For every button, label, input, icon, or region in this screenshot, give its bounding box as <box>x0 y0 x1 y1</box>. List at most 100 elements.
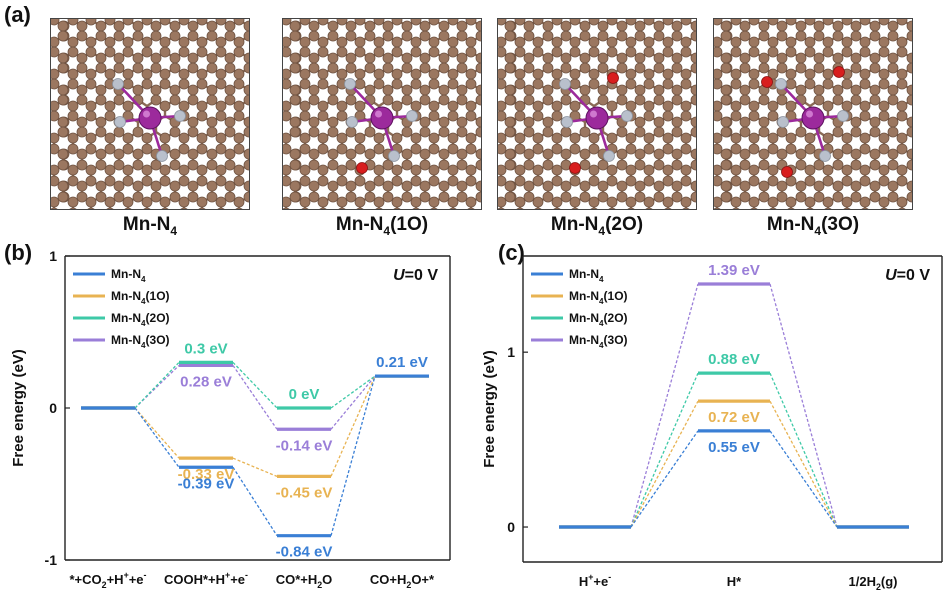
carbon-atom <box>233 19 245 26</box>
carbon-atom <box>169 126 181 138</box>
carbon-atom <box>243 62 249 74</box>
carbon-atom <box>475 94 481 106</box>
carbon-atom <box>542 191 554 203</box>
carbon-atom <box>410 19 422 26</box>
carbon-atom <box>447 78 459 90</box>
carbon-atom <box>720 94 732 106</box>
oxygen-atom <box>356 162 368 174</box>
carbon-atom <box>748 196 760 208</box>
carbon-atom <box>215 110 227 122</box>
carbon-atom <box>680 46 692 58</box>
carbon-atom <box>551 164 563 176</box>
carbon-atom <box>758 180 770 192</box>
carbon-atom <box>438 62 450 74</box>
carbon-atom <box>283 46 292 58</box>
carbon-atom <box>542 30 554 42</box>
carbon-atom <box>215 143 227 155</box>
carbon-atom <box>841 175 853 187</box>
carbon-atom <box>643 143 655 155</box>
carbon-atom <box>336 164 348 176</box>
carbon-atom <box>514 110 526 122</box>
carbon-atom <box>465 164 477 176</box>
carbon-atom <box>283 19 292 26</box>
carbon-atom <box>233 196 245 208</box>
carbon-atom <box>141 19 153 26</box>
carbon-atom <box>551 196 563 208</box>
carbon-atom <box>588 132 600 144</box>
carbon-atom <box>336 132 348 144</box>
carbon-atom <box>887 191 899 203</box>
carbon-atom <box>465 196 477 208</box>
structure-mn-n4-2o <box>497 18 697 210</box>
carbon-atom <box>813 94 825 106</box>
carbon-atom <box>475 52 481 64</box>
carbon-atom <box>233 164 245 176</box>
carbon-atom <box>475 116 481 128</box>
carbon-atom <box>748 143 760 155</box>
carbon-atom <box>680 164 692 176</box>
carbon-atom <box>283 78 292 90</box>
carbon-atom <box>690 159 696 171</box>
carbon-atom <box>224 30 236 42</box>
carbon-atom <box>180 207 188 209</box>
data-label-0: 0.3 eV <box>184 340 227 357</box>
carbon-atom <box>869 180 881 192</box>
carbon-atom <box>456 159 468 171</box>
carbon-atom <box>608 207 616 209</box>
carbon-atom <box>498 19 507 26</box>
data-label-8: 0.21 eV <box>376 354 428 371</box>
carbon-atom <box>57 30 69 42</box>
carbon-atom <box>308 191 320 203</box>
carbon-atom <box>682 207 690 209</box>
carbon-atom <box>95 148 107 160</box>
carbon-atom <box>317 110 329 122</box>
carbon-atom <box>391 175 403 187</box>
carbon-atom <box>391 196 403 208</box>
carbon-atom <box>51 110 60 122</box>
carbon-atom <box>243 180 249 192</box>
carbon-atom <box>317 132 329 144</box>
carbon-atom <box>475 180 481 192</box>
carbon-atom <box>569 143 581 155</box>
legend-label-1: Mn-N4(1O) <box>111 289 170 306</box>
carbon-atom <box>690 62 696 74</box>
carbon-atom <box>498 175 507 187</box>
carbon-atom <box>787 207 795 209</box>
carbon-atom <box>551 143 563 155</box>
carbon-atom <box>878 78 890 90</box>
carbon-atom <box>551 46 563 58</box>
carbon-atom <box>739 180 751 192</box>
carbon-atom <box>514 196 526 208</box>
carbon-atom <box>141 46 153 58</box>
carbon-atom <box>327 62 339 74</box>
carbon-atom <box>76 148 88 160</box>
carbon-atom <box>776 180 788 192</box>
carbon-atom <box>235 207 243 209</box>
carbon-atom <box>906 52 912 64</box>
carbon-atom <box>887 94 899 106</box>
carbon-atom <box>832 126 844 138</box>
connector-s1-0 <box>134 407 180 459</box>
carbon-atom <box>283 143 292 155</box>
carbon-atom <box>438 94 450 106</box>
carbon-atom <box>159 78 171 90</box>
carbon-atom <box>795 159 807 171</box>
carbon-atom <box>841 196 853 208</box>
carbon-atom <box>758 94 770 106</box>
carbon-atom <box>588 175 600 187</box>
carbon-atom <box>569 132 581 144</box>
carbon-atom <box>187 180 199 192</box>
carbon-atom <box>206 148 218 160</box>
carbon-atom <box>906 148 912 160</box>
carbon-atom <box>720 126 732 138</box>
carbon-atom <box>850 94 862 106</box>
carbon-atom <box>878 46 890 58</box>
carbon-atom <box>428 164 440 176</box>
carbon-atom <box>224 191 236 203</box>
carbon-atom <box>532 78 544 90</box>
carbon-atom <box>714 46 723 58</box>
carbon-atom <box>906 84 912 96</box>
carbon-atom <box>896 175 908 187</box>
carbon-atom <box>169 94 181 106</box>
carbon-atom <box>822 164 834 176</box>
